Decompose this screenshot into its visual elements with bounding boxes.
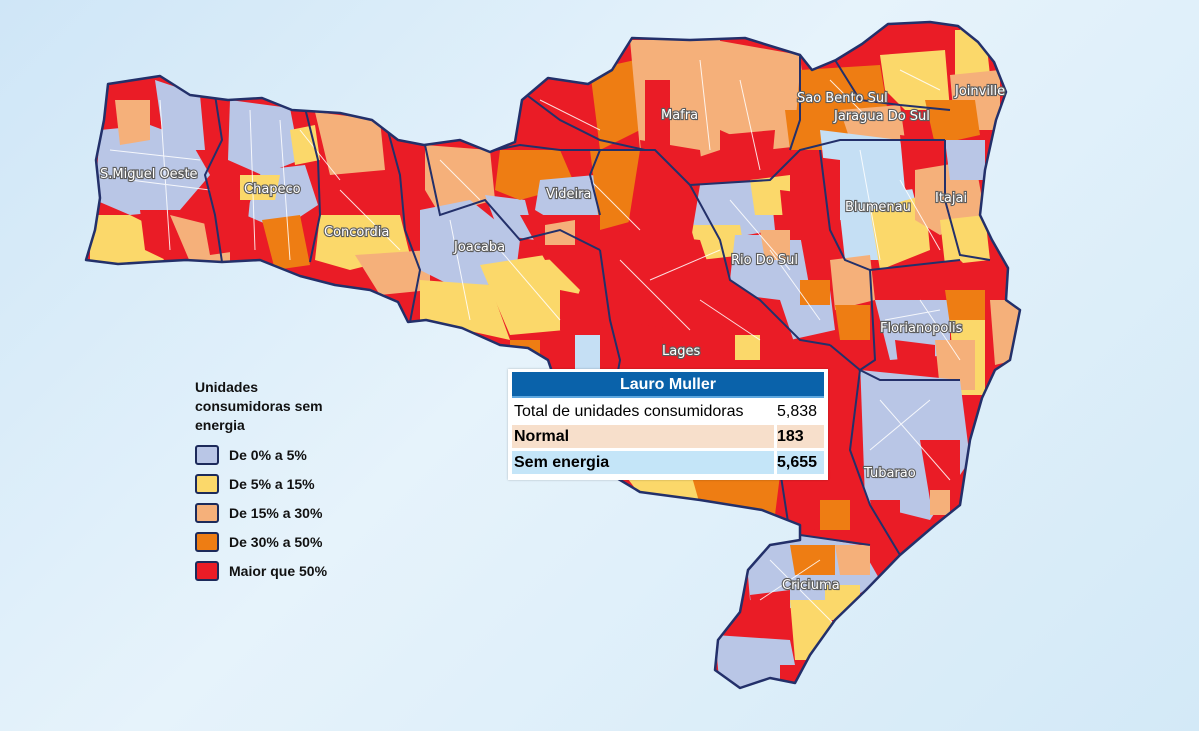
region-smo-ne: [155, 80, 205, 150]
region-label-joinville: Joinville: [954, 84, 1005, 99]
region-itajai-3: [945, 140, 985, 180]
legend-item-15-30: De 15% a 30%: [195, 502, 395, 524]
region-lages-1: [605, 230, 720, 330]
legend-swatch-50-plus: [195, 561, 219, 581]
region-label-jaragua-do-sul: Jaragua Do Sul: [833, 109, 930, 124]
municipality-tooltip: Lauro Muller Total de unidades consumido…: [508, 369, 828, 480]
region-videira-5: [545, 220, 575, 245]
region-mafra-1: [520, 85, 600, 150]
region-floripa-9: [895, 340, 935, 380]
tooltip-row-normal: Normal 183: [512, 425, 824, 448]
region-criciuma-4: [750, 590, 790, 640]
region-joacaba-5: [485, 195, 535, 240]
region-blumenau-1: [820, 130, 915, 220]
region-lages-5: [575, 335, 600, 370]
region-floripa-7: [835, 305, 870, 340]
region-floripa-8: [935, 340, 975, 390]
legend-swatch-5-15: [195, 474, 219, 494]
region-floripa-6: [830, 255, 875, 310]
region-lages-2: [625, 150, 700, 245]
region-label-tubarao: Tubarao: [863, 466, 916, 481]
legend-title: Unidades consumidoras sem energia: [195, 379, 323, 433]
legend: Unidades consumidoras sem energia De 0% …: [195, 378, 395, 589]
region-label-concordia: Concordia: [324, 225, 389, 240]
region-label-lages: Lages: [662, 344, 700, 359]
tooltip-sem-label: Sem energia: [514, 454, 610, 471]
region-riodosul-7: [780, 190, 820, 240]
region-joacaba-4: [480, 255, 580, 335]
legend-label-30-50: De 30% a 50%: [229, 534, 323, 550]
region-floripa-3: [945, 290, 985, 325]
tooltip-normal-label: Normal: [514, 428, 570, 445]
region-tubarao-2: [920, 440, 960, 500]
legend-swatch-0-5: [195, 445, 219, 465]
legend-swatch-30-50: [195, 532, 219, 552]
region-riodosul-6: [750, 175, 790, 215]
region-criciuma-7: [715, 635, 800, 688]
region-jaragua-2: [840, 105, 905, 140]
region-mafra-2: [590, 60, 640, 150]
regional-boundaries: [203, 55, 991, 556]
region-criciuma-3: [835, 545, 870, 575]
region-chapeco-5: [290, 125, 320, 165]
legend-item-30-50: De 30% a 50%: [195, 531, 395, 553]
region-smo-r1: [115, 100, 150, 145]
region-lages-7: [735, 335, 760, 360]
tooltip-divider: [774, 451, 777, 474]
legend-item-5-15: De 5% a 15%: [195, 473, 395, 495]
tooltip-total-label: Total de unidades consumidoras: [514, 403, 744, 420]
tooltip-row-total: Total de unidades consumidoras 5,838: [512, 400, 824, 423]
region-chapeco-1: [228, 100, 300, 175]
region-chapeco-7: [315, 112, 385, 175]
region-mafra-5: [645, 80, 670, 150]
state-outline: [84, 20, 1022, 690]
region-joinville-3: [925, 100, 980, 145]
tooltip-sem-value: 5,655: [777, 454, 818, 471]
legend-label-50-plus: Maior que 50%: [229, 563, 328, 579]
region-riodosul-5: [800, 280, 830, 305]
tooltip-divider: [774, 425, 777, 448]
legend-label-0-5: De 0% a 5%: [229, 447, 307, 463]
region-label-blumenau: Blumenau: [845, 200, 911, 215]
region-label-smiguel-oeste: S.Miguel Oeste: [100, 167, 198, 182]
region-label-sao-bento-sul: Sao Bento Sul: [797, 91, 888, 106]
legend-swatch-15-30: [195, 503, 219, 523]
legend-label-5-15: De 5% a 15%: [229, 476, 315, 492]
region-sul-4: [820, 500, 850, 530]
region-label-rio-do-sul: Rio Do Sul: [731, 253, 798, 268]
region-mafra-4: [715, 40, 810, 150]
tooltip-row-sem-energia: Sem energia 5,655: [512, 451, 824, 474]
region-label-criciuma: Criciuma: [782, 578, 840, 593]
legend-item-50-plus: Maior que 50%: [195, 560, 395, 582]
region-label-videira: Videira: [546, 187, 591, 202]
region-tubarao-4: [870, 500, 900, 530]
region-criciuma-2: [790, 545, 835, 575]
tooltip-title: Lauro Muller: [512, 372, 824, 398]
region-labels: S.Miguel Oeste Chapeco Concordia Joacaba…: [99, 83, 1006, 594]
legend-label-15-30: De 15% a 30%: [229, 505, 323, 521]
region-videira-2: [535, 175, 600, 225]
region-chapeco-3: [200, 200, 250, 255]
region-lages-6: [510, 340, 540, 360]
tooltip-total-value: 5,838: [777, 403, 818, 420]
region-chapeco-4: [262, 215, 310, 270]
region-lages-3: [700, 290, 800, 370]
region-label-mafra: Mafra: [661, 108, 698, 123]
region-jaragua-1: [880, 50, 950, 110]
region-label-florianopolis: Florianopolis: [880, 321, 963, 336]
region-tubarao-5: [825, 360, 865, 505]
region-tubarao-3: [930, 490, 950, 515]
region-mafra-6: [720, 130, 775, 185]
region-concordia-3: [355, 250, 430, 295]
region-riodosul-8: [760, 230, 790, 260]
region-chapeco-6: [240, 175, 280, 200]
tooltip-normal-value: 183: [777, 428, 804, 445]
region-label-chapeco: Chapeco: [244, 182, 301, 197]
legend-item-0-5: De 0% a 5%: [195, 444, 395, 466]
region-label-itajai: Itajai: [935, 191, 967, 206]
region-label-joacaba: Joacaba: [453, 240, 505, 255]
